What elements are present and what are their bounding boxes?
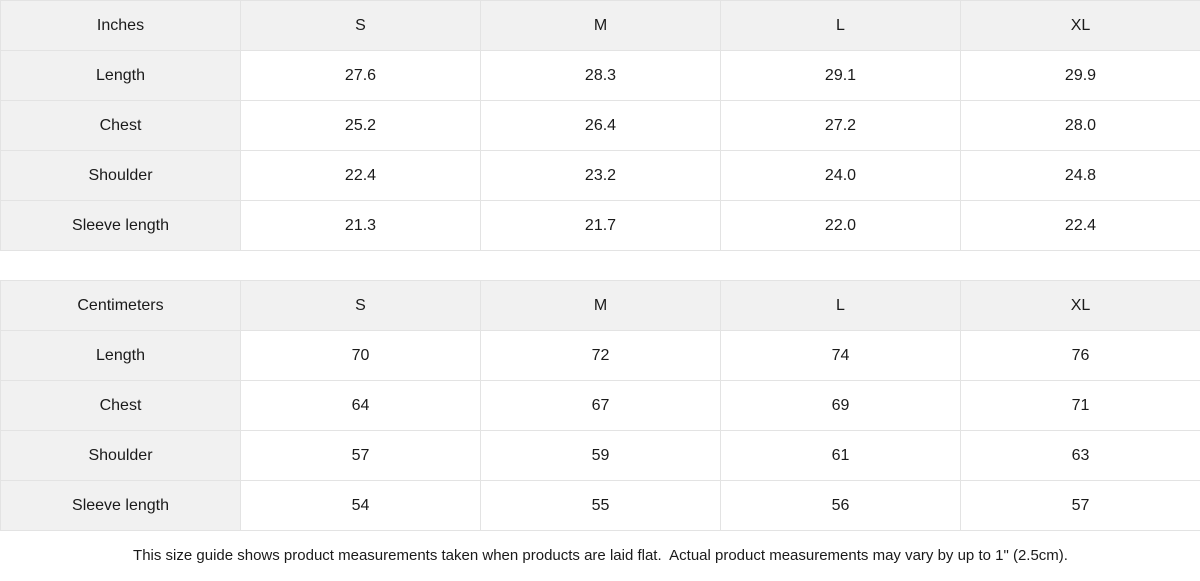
inches-chest-l: 27.2 xyxy=(721,101,961,151)
centimeters-sleeve-length-m: 55 xyxy=(481,481,721,531)
table-row: Sleeve length 54 55 56 57 xyxy=(1,481,1200,531)
centimeters-row-label-shoulder: Shoulder xyxy=(1,431,241,481)
table-row: Chest 64 67 69 71 xyxy=(1,381,1200,431)
inches-size-header-s: S xyxy=(241,1,481,51)
centimeters-header-row: Centimeters S M L XL xyxy=(1,281,1200,331)
inches-size-header-m: M xyxy=(481,1,721,51)
inches-header-row: Inches S M L XL xyxy=(1,1,1200,51)
inches-length-l: 29.1 xyxy=(721,51,961,101)
centimeters-unit-label: Centimeters xyxy=(1,281,241,331)
inches-unit-label: Inches xyxy=(1,1,241,51)
table-row: Shoulder 57 59 61 63 xyxy=(1,431,1200,481)
centimeters-length-m: 72 xyxy=(481,331,721,381)
centimeters-sleeve-length-l: 56 xyxy=(721,481,961,531)
table-row: Length 70 72 74 76 xyxy=(1,331,1200,381)
centimeters-row-label-length: Length xyxy=(1,331,241,381)
inches-row-label-sleeve-length: Sleeve length xyxy=(1,201,241,251)
centimeters-size-header-s: S xyxy=(241,281,481,331)
centimeters-chest-xl: 71 xyxy=(961,381,1200,431)
centimeters-shoulder-m: 59 xyxy=(481,431,721,481)
centimeters-chest-l: 69 xyxy=(721,381,961,431)
table-row: Chest 25.2 26.4 27.2 28.0 xyxy=(1,101,1200,151)
centimeters-row-label-chest: Chest xyxy=(1,381,241,431)
inches-row-label-chest: Chest xyxy=(1,101,241,151)
inches-row-label-length: Length xyxy=(1,51,241,101)
inches-length-s: 27.6 xyxy=(241,51,481,101)
inches-sleeve-length-xl: 22.4 xyxy=(961,201,1200,251)
inches-length-m: 28.3 xyxy=(481,51,721,101)
centimeters-sleeve-length-s: 54 xyxy=(241,481,481,531)
inches-sleeve-length-s: 21.3 xyxy=(241,201,481,251)
table-spacer-row xyxy=(1,251,1200,281)
centimeters-length-xl: 76 xyxy=(961,331,1200,381)
inches-shoulder-s: 22.4 xyxy=(241,151,481,201)
inches-chest-s: 25.2 xyxy=(241,101,481,151)
inches-length-xl: 29.9 xyxy=(961,51,1200,101)
centimeters-shoulder-xl: 63 xyxy=(961,431,1200,481)
inches-shoulder-m: 23.2 xyxy=(481,151,721,201)
centimeters-chest-s: 64 xyxy=(241,381,481,431)
inches-size-header-l: L xyxy=(721,1,961,51)
centimeters-sleeve-length-xl: 57 xyxy=(961,481,1200,531)
centimeters-size-header-xl: XL xyxy=(961,281,1200,331)
inches-sleeve-length-m: 21.7 xyxy=(481,201,721,251)
centimeters-shoulder-s: 57 xyxy=(241,431,481,481)
centimeters-shoulder-l: 61 xyxy=(721,431,961,481)
centimeters-length-l: 74 xyxy=(721,331,961,381)
inches-row-label-shoulder: Shoulder xyxy=(1,151,241,201)
size-guide-note-row: This size guide shows product measuremen… xyxy=(1,531,1200,581)
inches-chest-xl: 28.0 xyxy=(961,101,1200,151)
centimeters-length-s: 70 xyxy=(241,331,481,381)
table-row: Length 27.6 28.3 29.1 29.9 xyxy=(1,51,1200,101)
inches-shoulder-xl: 24.8 xyxy=(961,151,1200,201)
inches-size-header-xl: XL xyxy=(961,1,1200,51)
centimeters-size-header-l: L xyxy=(721,281,961,331)
table-row: Shoulder 22.4 23.2 24.0 24.8 xyxy=(1,151,1200,201)
size-guide-note: This size guide shows product measuremen… xyxy=(1,531,1200,581)
centimeters-chest-m: 67 xyxy=(481,381,721,431)
inches-shoulder-l: 24.0 xyxy=(721,151,961,201)
centimeters-row-label-sleeve-length: Sleeve length xyxy=(1,481,241,531)
inches-sleeve-length-l: 22.0 xyxy=(721,201,961,251)
table-row: Sleeve length 21.3 21.7 22.0 22.4 xyxy=(1,201,1200,251)
inches-chest-m: 26.4 xyxy=(481,101,721,151)
table-spacer-cell xyxy=(1,251,1200,281)
centimeters-size-header-m: M xyxy=(481,281,721,331)
